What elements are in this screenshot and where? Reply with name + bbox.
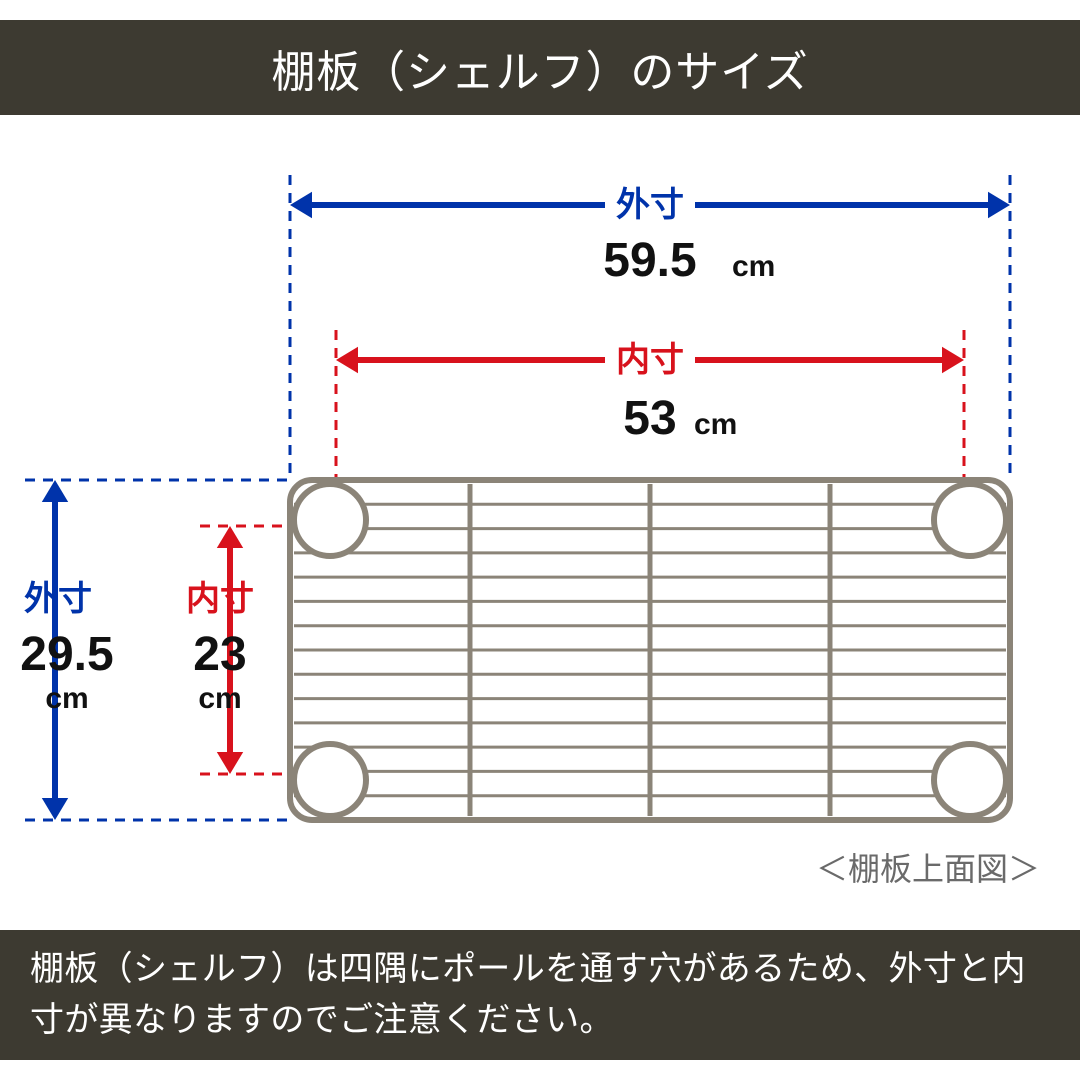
- footer-band: 棚板（シェルフ）は四隅にポールを通す穴があるため、外寸と内寸が異なりますのでご注…: [0, 930, 1080, 1060]
- svg-text:内寸: 内寸: [616, 341, 684, 379]
- shelf-diagram-svg: 外寸59.5cm内寸53cm外寸29.5cm内寸23cm: [0, 130, 1080, 900]
- svg-text:外寸: 外寸: [24, 580, 92, 618]
- svg-text:cm: cm: [694, 408, 737, 441]
- svg-text:cm: cm: [198, 682, 241, 715]
- svg-text:29.5: 29.5: [20, 628, 113, 681]
- footer-text: 棚板（シェルフ）は四隅にポールを通す穴があるため、外寸と内寸が異なりますのでご注…: [30, 944, 1050, 1046]
- diagram-caption: ＜棚板上面図＞: [816, 844, 1040, 890]
- diagram-area: 外寸59.5cm内寸53cm外寸29.5cm内寸23cm ＜棚板上面図＞: [0, 130, 1080, 900]
- header-band: 棚板（シェルフ）のサイズ: [0, 20, 1080, 115]
- svg-text:59.5: 59.5: [603, 234, 696, 287]
- svg-text:23: 23: [193, 628, 246, 681]
- svg-text:cm: cm: [45, 682, 88, 715]
- svg-text:外寸: 外寸: [616, 186, 684, 224]
- header-title: 棚板（シェルフ）のサイズ: [271, 36, 808, 100]
- svg-text:53: 53: [623, 392, 676, 445]
- svg-text:cm: cm: [732, 250, 775, 283]
- svg-text:内寸: 内寸: [186, 580, 254, 618]
